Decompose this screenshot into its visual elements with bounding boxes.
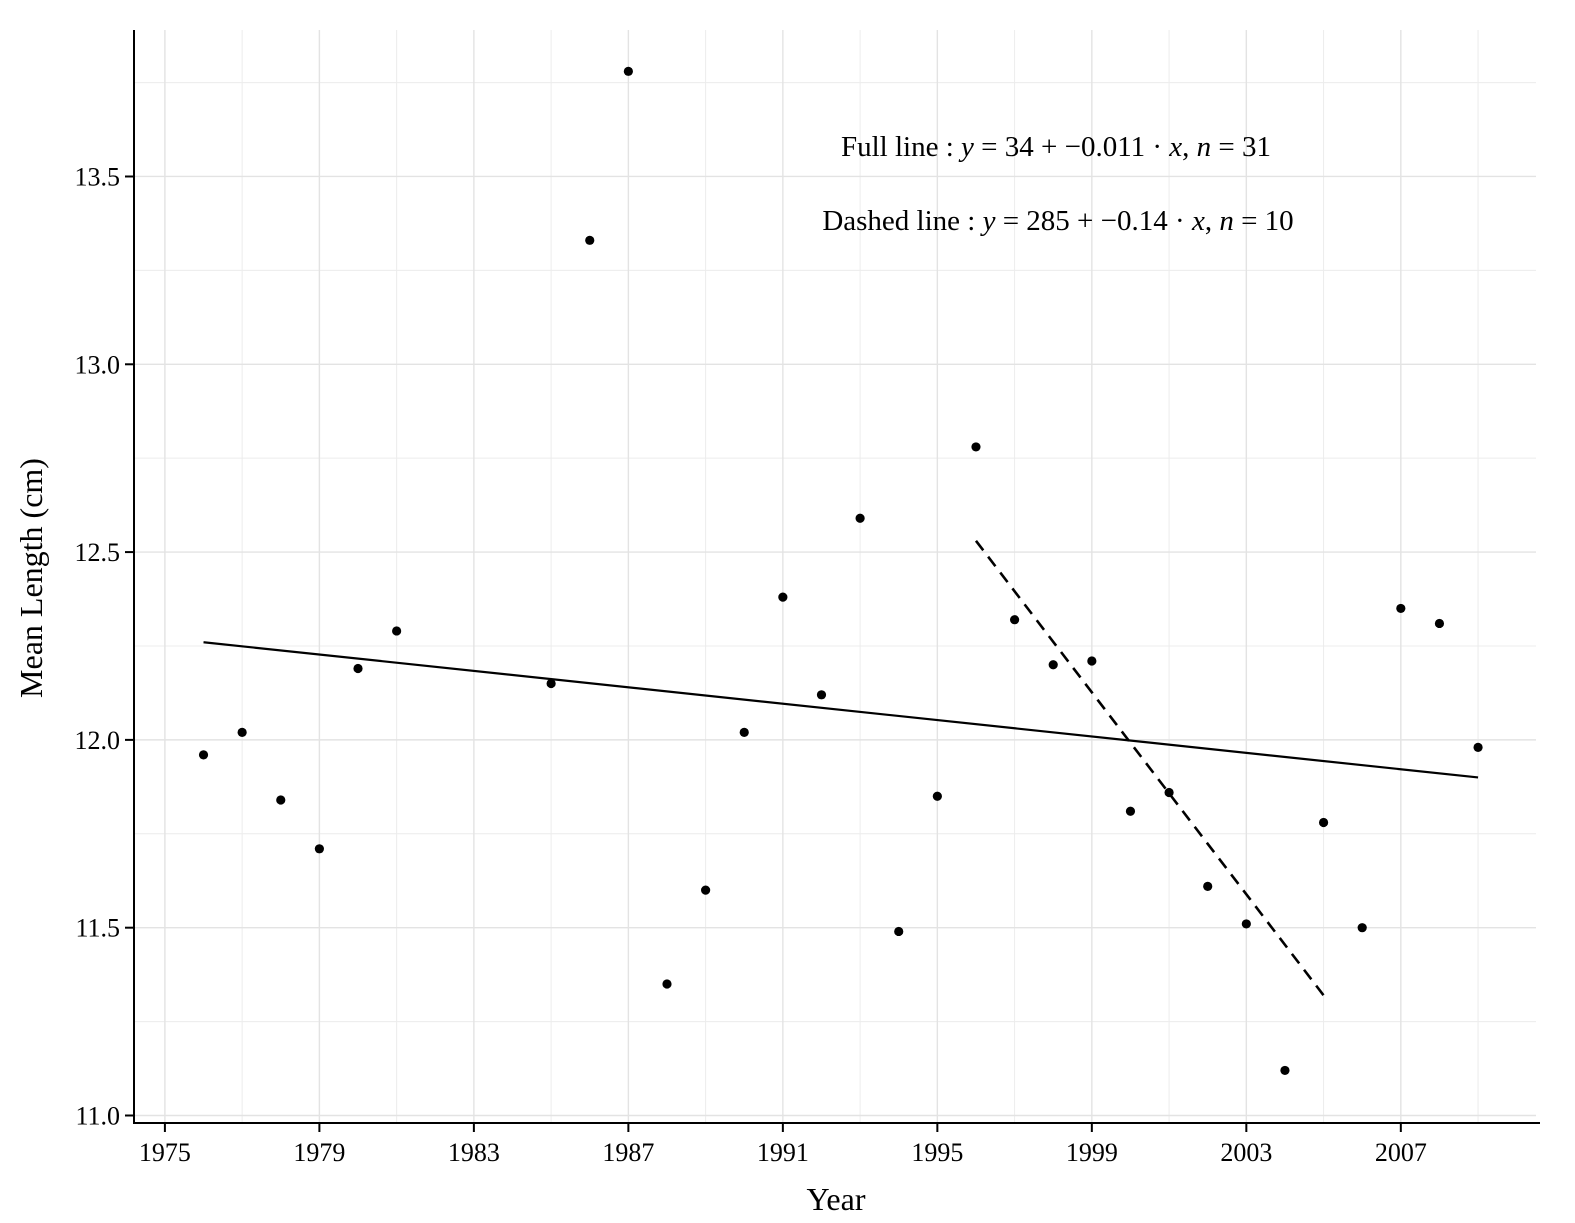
data-point (1318, 817, 1329, 828)
dashed-line-annotation: Dashed line : y = 285 + −0.14 · x, n = 1… (822, 205, 1293, 237)
data-point (1357, 923, 1367, 933)
full-line-y-var: y (958, 131, 974, 163)
data-point (392, 626, 402, 636)
data-point (353, 663, 363, 674)
fit-lines (203, 540, 1479, 997)
data-point (237, 727, 247, 737)
dashed-line-n-var: n (1219, 205, 1234, 237)
x-tick-label: 2007 (1375, 1138, 1427, 1167)
data-point (971, 442, 981, 452)
x-tick-label: 1995 (911, 1138, 963, 1167)
axes (133, 30, 1540, 1124)
data-point (1434, 618, 1445, 629)
y-tick-label: 11.0 (75, 1101, 120, 1130)
full-line-equation: = 34 + −0.011 · (974, 131, 1169, 163)
full-fit-line (203, 641, 1479, 779)
data-point (1241, 919, 1251, 929)
full-line-comma: , (1182, 131, 1197, 163)
full-line-prefix: Full line : (841, 131, 961, 163)
data-point (816, 690, 827, 700)
x-tick-label: 1975 (139, 1138, 191, 1167)
data-point (1009, 615, 1020, 625)
full-line-n-var: n (1197, 131, 1212, 163)
y-tick-label: 13.5 (75, 162, 121, 191)
data-point (662, 979, 672, 989)
data-point (1164, 787, 1174, 798)
full-line-annotation: Full line : y = 34 + −0.011 · x, n = 31 (841, 131, 1271, 163)
data-point (276, 795, 286, 805)
data-point (1048, 660, 1058, 670)
data-point (1280, 1065, 1290, 1076)
dashed-fit-line (974, 540, 1325, 997)
y-tick-label: 11.5 (75, 914, 120, 943)
dashed-line-prefix: Dashed line : (822, 205, 982, 237)
full-line-n-value: = 31 (1211, 131, 1271, 163)
y-axis-ticks: 11.0 11.5 12.0 12.5 13.0 13.5 (75, 162, 134, 1130)
y-axis-title: Mean Length (cm) (13, 458, 49, 698)
data-point (778, 592, 788, 602)
y-tick-label: 12.0 (75, 726, 121, 755)
y-tick-label: 13.0 (75, 350, 121, 379)
dashed-line-x-var: x (1191, 205, 1205, 237)
x-tick-label: 2003 (1220, 1138, 1272, 1167)
data-point (1203, 881, 1213, 891)
dashed-line-comma: , (1205, 205, 1220, 237)
dashed-line-y-var: y (980, 205, 996, 237)
data-point (855, 513, 865, 523)
data-point (932, 791, 942, 801)
data-point (314, 844, 324, 854)
data-point (1087, 656, 1097, 666)
x-axis-ticks: 1975 1979 1983 1987 1991 1995 1999 2003 2007 (139, 1123, 1427, 1167)
data-point (198, 750, 209, 760)
x-tick-label: 1999 (1066, 1138, 1118, 1167)
data-point (1125, 806, 1136, 816)
x-axis-title: Year (807, 1181, 866, 1217)
data-point (739, 727, 749, 737)
full-line-x-var: x (1168, 131, 1182, 163)
data-point (585, 235, 595, 245)
data-point (1396, 603, 1406, 614)
data-point (1473, 742, 1483, 752)
x-tick-label: 1991 (757, 1138, 809, 1167)
data-point (701, 885, 711, 895)
data-point (894, 926, 904, 937)
data-point (546, 678, 556, 689)
data-points (198, 66, 1483, 1076)
x-tick-label: 1987 (602, 1138, 654, 1167)
grid (134, 30, 1536, 1123)
dashed-line-equation: = 285 + −0.14 · (995, 205, 1191, 237)
x-tick-label: 1983 (448, 1138, 500, 1167)
data-point (623, 66, 633, 76)
dashed-line-n-value: = 10 (1234, 205, 1294, 237)
x-tick-label: 1979 (293, 1138, 345, 1167)
y-tick-label: 12.5 (75, 538, 121, 567)
